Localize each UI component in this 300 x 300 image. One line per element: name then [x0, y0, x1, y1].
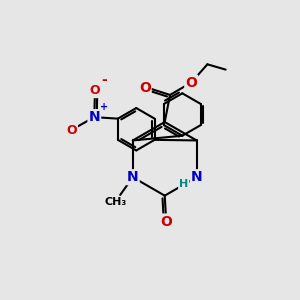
- Text: N: N: [88, 110, 100, 124]
- Text: CH₃: CH₃: [104, 197, 126, 207]
- Text: O: O: [185, 76, 197, 90]
- Text: O: O: [139, 81, 151, 94]
- Text: O: O: [160, 214, 172, 229]
- Text: +: +: [100, 102, 108, 112]
- Text: H: H: [179, 179, 188, 189]
- Text: O: O: [66, 124, 77, 137]
- Text: O: O: [90, 84, 100, 97]
- Text: N: N: [127, 170, 139, 184]
- Text: N: N: [191, 170, 203, 184]
- Text: -: -: [101, 73, 107, 87]
